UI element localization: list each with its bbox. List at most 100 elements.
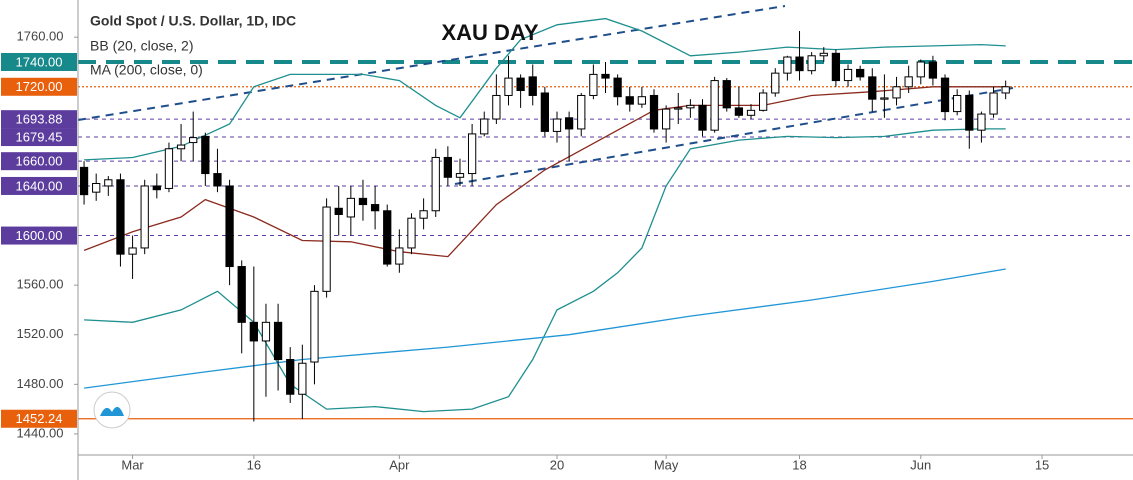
candle-body — [189, 137, 198, 144]
candle-body — [467, 133, 477, 175]
candle-body — [334, 207, 343, 215]
level-label-box — [1, 128, 77, 147]
candle-body — [868, 76, 877, 100]
candle-body — [759, 92, 768, 111]
level-label-box — [1, 77, 77, 96]
x-tick-label: May — [654, 457, 679, 472]
y-tick-label: 1560.00 — [17, 277, 64, 292]
x-tick-label: Apr — [389, 457, 410, 472]
candle-body — [286, 359, 295, 395]
y-tick-label: 1440.00 — [17, 425, 64, 440]
candle-body — [1001, 86, 1010, 94]
candle-body — [843, 68, 853, 82]
candle-body — [164, 148, 174, 189]
candle-body — [552, 118, 562, 132]
x-tick-label: 16 — [247, 457, 261, 472]
candle-body — [722, 80, 731, 109]
candle-body — [213, 173, 222, 187]
candle-body — [455, 173, 465, 178]
axis-labels: 1440.00 1480.00 1520.00 1560.00 1760.00 Mar 16… — [1, 29, 1049, 472]
candle-body — [965, 94, 974, 131]
candle-body — [904, 76, 913, 88]
candle-body — [152, 185, 161, 191]
candle-body — [698, 104, 707, 131]
trendline — [454, 87, 1014, 185]
candle-body — [892, 86, 901, 99]
candle-body — [795, 56, 804, 72]
candle-body — [395, 247, 404, 265]
candle-body — [831, 52, 841, 82]
trendline — [78, 5, 786, 121]
candle-body — [201, 135, 210, 175]
y-tick-label: 1480.00 — [17, 376, 64, 391]
candle-body — [661, 108, 671, 130]
x-tick-label: 20 — [550, 457, 564, 472]
level-label-box — [1, 110, 77, 129]
indicator-line — [83, 86, 1006, 258]
indicator-label: BB (20, close, 2) — [90, 38, 194, 54]
candle-body — [92, 182, 101, 193]
candle-body — [310, 290, 319, 363]
level-label: 1452.24 — [16, 411, 63, 426]
level-label: 1600.00 — [16, 228, 63, 243]
candle-body — [953, 94, 962, 113]
candle-body — [771, 72, 780, 94]
candle-body — [564, 117, 574, 130]
candle-body — [383, 210, 392, 265]
y-tick-label: 1520.00 — [17, 326, 64, 341]
candle-body — [249, 321, 258, 342]
candle-body — [916, 61, 925, 78]
candle-body — [637, 96, 647, 105]
indicator-line — [84, 268, 1006, 389]
candle-body — [480, 118, 489, 135]
indicator-line — [84, 17, 1006, 161]
candle-body — [674, 107, 683, 110]
candle-body — [370, 204, 380, 212]
trendlines — [78, 5, 1014, 185]
indicator-label: MA (200, close, 0) — [90, 62, 203, 78]
candle-body — [298, 362, 307, 395]
level-label-box — [1, 409, 77, 428]
candle-body — [710, 80, 719, 131]
candle-body — [128, 247, 137, 255]
candle-body — [783, 56, 792, 74]
candle-body — [225, 185, 234, 268]
candle-body — [880, 97, 889, 100]
candle-body — [589, 73, 598, 96]
candle-body — [504, 77, 513, 96]
candle-body — [734, 107, 744, 116]
x-tick-label: 15 — [1035, 457, 1049, 472]
candles — [79, 30, 1010, 422]
candle-body — [516, 77, 525, 92]
candle-body — [540, 92, 550, 132]
candle-body — [261, 321, 271, 342]
x-tick-label: Mar — [121, 457, 144, 472]
candle-body — [577, 94, 586, 130]
candle-body — [625, 96, 634, 105]
candle-body — [443, 156, 452, 178]
candle-body — [819, 52, 828, 57]
candle-body — [358, 197, 368, 206]
level-label-box — [1, 226, 77, 245]
level-label-box — [1, 52, 77, 71]
x-tick-label: 18 — [792, 457, 806, 472]
level-label: 1640.00 — [16, 178, 63, 193]
level-label: 1660.00 — [16, 154, 63, 169]
candle-body — [649, 94, 659, 130]
candle-body — [492, 94, 501, 120]
candle-body — [928, 61, 938, 79]
candle-body — [140, 185, 149, 249]
candle-body — [746, 109, 756, 116]
annotation: XAU DAY — [442, 20, 539, 45]
candle-body — [856, 68, 865, 78]
level-label: 1740.00 — [16, 54, 63, 69]
level-label: 1679.45 — [16, 129, 63, 144]
candle-body — [104, 179, 113, 187]
candle-body — [419, 210, 428, 219]
level-label-box — [1, 176, 77, 195]
candle-body — [807, 55, 816, 72]
candle-body — [686, 104, 695, 109]
candle-body — [431, 156, 440, 212]
level-label: 1693.88 — [16, 112, 63, 127]
